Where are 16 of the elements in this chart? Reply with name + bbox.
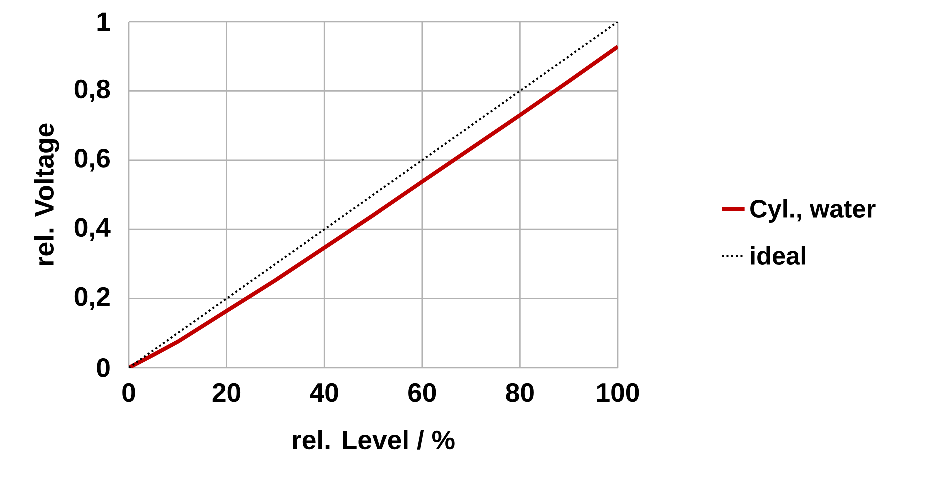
legend-label: Cyl., water [750, 199, 876, 223]
x-tick-label: 80 [506, 383, 534, 402]
y-tick-label: 0,4 [74, 218, 111, 241]
legend-label: ideal [751, 246, 806, 265]
y-tick-label: 0,8 [74, 80, 110, 103]
y-tick-label: 0 [97, 358, 110, 378]
y-tick-label: 0,2 [74, 287, 110, 310]
x-tick-label: 100 [597, 383, 640, 402]
x-axis-title: rel. Level / % [293, 430, 455, 450]
x-tick-label: 40 [310, 383, 338, 402]
x-tick-label: 20 [212, 383, 241, 402]
y-axis-title: rel. Voltage [34, 124, 60, 266]
x-tick-label: 0 [122, 383, 136, 402]
x-tick-label: 60 [408, 383, 436, 402]
y-tick-label: 1 [98, 12, 110, 32]
y-tick-label: 0,6 [74, 149, 110, 172]
